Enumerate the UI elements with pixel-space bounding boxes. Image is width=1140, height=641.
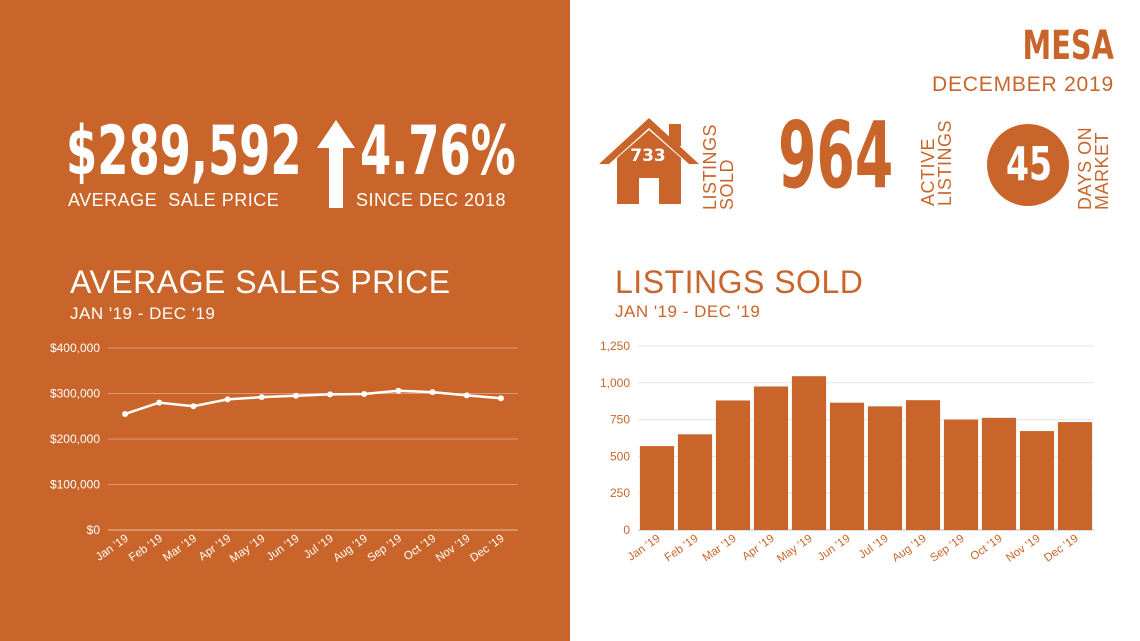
listings-chart-subtitle: JAN '19 - DEC '19 xyxy=(615,302,761,321)
listings-sold-bar-chart: 0 250 500 750 1,000 1,250 Jan '19 Feb '19 Mar '1… xyxy=(600,339,1094,566)
days-on-market-value: 45 xyxy=(1006,137,1053,191)
x-tick-label: Aug '19 xyxy=(890,533,929,565)
y-tick-label: $100,000 xyxy=(50,478,100,492)
y-tick-label: 1,000 xyxy=(600,376,630,390)
bar xyxy=(791,376,827,530)
bar xyxy=(867,406,903,530)
y-tick-label: 750 xyxy=(610,413,630,427)
data-point xyxy=(122,410,129,417)
bar xyxy=(905,400,941,530)
data-point xyxy=(463,392,470,399)
y-tick-label: $400,000 xyxy=(50,341,100,355)
listings-sold-label: LISTINGS SOLD xyxy=(700,124,737,210)
listings-chart-title: LISTINGS SOLD xyxy=(615,264,864,300)
data-point xyxy=(327,391,334,398)
data-point xyxy=(395,387,402,394)
bar xyxy=(715,400,751,530)
bar xyxy=(1019,431,1055,530)
avg-sale-price-label: AVERAGE SALE PRICE xyxy=(68,190,280,210)
active-listings-label: ACTIVE LISTINGS xyxy=(918,119,955,206)
x-tick-label: Mar '19 xyxy=(701,533,739,565)
y-tick-label: $300,000 xyxy=(50,387,100,401)
data-point xyxy=(156,399,163,406)
x-tick-label: Mar '19 xyxy=(161,533,199,565)
y-tick-label: $0 xyxy=(87,523,101,537)
x-tick-label: Apr '19 xyxy=(197,533,233,564)
right-panel xyxy=(570,0,1140,641)
left-panel xyxy=(0,0,570,641)
up-arrow-icon xyxy=(317,120,355,208)
bar xyxy=(1057,422,1093,530)
data-point xyxy=(497,395,504,402)
series-line xyxy=(124,389,502,416)
data-point xyxy=(258,394,265,401)
listings-sold-value: 733 xyxy=(630,146,666,166)
bar xyxy=(981,417,1017,530)
x-tick-label: May '19 xyxy=(775,533,815,566)
active-listings-value: 964 xyxy=(778,102,894,209)
x-tick-label: Jan '19 xyxy=(626,533,663,564)
change-label: SINCE DEC 2018 xyxy=(356,190,507,210)
bar xyxy=(753,386,789,530)
x-tick-label: Oct '19 xyxy=(968,533,1004,564)
period-label: DECEMBER 2019 xyxy=(932,73,1114,96)
avg-sale-price-value: $289,592 xyxy=(66,112,302,191)
x-tick-label: Dec '19 xyxy=(1042,533,1081,565)
x-tick-label: Jul '19 xyxy=(302,533,336,562)
x-tick-label: Apr '19 xyxy=(740,533,776,564)
x-tick-label: Jul '19 xyxy=(857,533,891,562)
change-value: 4.76% xyxy=(360,112,516,191)
y-tick-label: 250 xyxy=(610,486,630,500)
days-on-market-label: DAYS ON MARKET xyxy=(1075,127,1112,210)
data-point xyxy=(292,392,299,399)
data-point xyxy=(190,403,197,410)
avg-price-chart-subtitle: JAN '19 - DEC '19 xyxy=(70,304,216,323)
x-tick-label: May '19 xyxy=(228,533,268,566)
days-on-market-label-line2: MARKET xyxy=(1092,131,1112,210)
x-tick-label: Jun '19 xyxy=(816,533,853,564)
y-tick-label: 1,250 xyxy=(600,339,630,353)
avg-price-chart-title: AVERAGE SALES PRICE xyxy=(70,264,451,300)
days-on-market-badge xyxy=(987,124,1069,206)
data-point xyxy=(224,396,231,403)
y-tick-label: 0 xyxy=(623,523,630,537)
x-tick-label: Sep '19 xyxy=(366,533,405,565)
x-tick-label: Feb '19 xyxy=(663,533,701,565)
bar xyxy=(829,402,865,530)
listings-sold-label-line2: SOLD xyxy=(717,158,737,210)
x-tick-label: Jun '19 xyxy=(265,533,302,564)
y-tick-label: $200,000 xyxy=(50,432,100,446)
bar xyxy=(639,446,675,530)
x-tick-label: Jan '19 xyxy=(94,533,131,564)
x-tick-label: Feb '19 xyxy=(127,533,165,565)
y-tick-label: 500 xyxy=(610,449,630,463)
house-icon xyxy=(599,118,699,204)
city-title: MESA xyxy=(1022,23,1114,69)
data-point xyxy=(361,390,368,397)
bar xyxy=(677,434,713,530)
x-tick-label: Nov '19 xyxy=(1004,533,1043,565)
x-tick-label: Oct '19 xyxy=(402,533,438,564)
data-point xyxy=(429,389,436,396)
x-tick-label: Dec '19 xyxy=(468,533,507,565)
x-tick-label: Sep '19 xyxy=(928,533,967,565)
active-listings-label-line2: LISTINGS xyxy=(935,119,955,206)
x-tick-label: Aug '19 xyxy=(331,533,370,565)
avg-price-line-chart: $0 $100,000 $200,000 $300,000 $400,000 Jan '1… xyxy=(50,341,518,566)
x-tick-label: Nov '19 xyxy=(434,533,473,565)
bar xyxy=(943,419,979,530)
